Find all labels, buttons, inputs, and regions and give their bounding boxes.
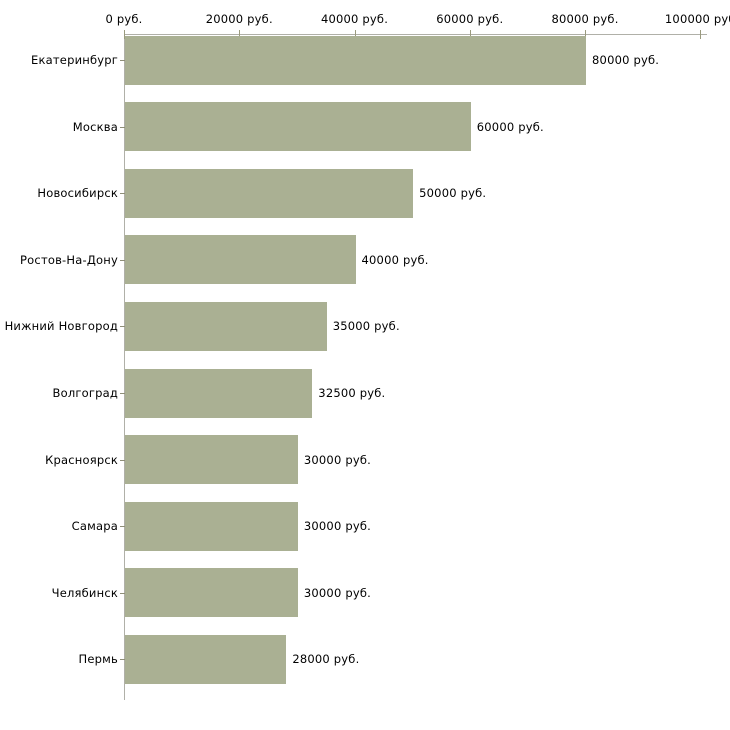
bar-value-label: 80000 руб. xyxy=(592,53,660,67)
x-axis-tick xyxy=(124,30,125,39)
category-label: Самара xyxy=(71,519,118,534)
category-label: Екатеринбург xyxy=(31,53,118,67)
x-axis-tick-label: 40000 руб. xyxy=(320,12,389,26)
bar-value-label: 40000 руб. xyxy=(361,252,429,267)
bar-value-label: 28000 руб. xyxy=(292,652,360,667)
x-axis-tick xyxy=(354,30,356,39)
category-label: Пермь xyxy=(78,652,118,667)
y-axis-tick xyxy=(120,526,125,527)
category-label: Нижний Новгород xyxy=(4,319,118,334)
bar-value-label: 30000 руб. xyxy=(303,585,371,600)
bar[interactable] xyxy=(125,235,356,285)
y-axis-tick xyxy=(120,193,125,194)
x-axis-tick xyxy=(239,30,241,39)
bar-value-label: 60000 руб. xyxy=(476,119,544,134)
x-axis-tick-label: 0 руб. xyxy=(105,12,143,26)
bar[interactable] xyxy=(125,501,298,551)
bar-value-label: 30000 руб. xyxy=(303,519,371,534)
bar-value-label: 50000 руб. xyxy=(419,186,487,201)
x-axis-tick-label: 100000 руб xyxy=(664,12,730,26)
bar-value-label: 32500 руб. xyxy=(318,386,386,400)
x-axis-tick xyxy=(585,30,587,39)
y-axis-tick xyxy=(120,393,125,394)
category-label: Челябинск xyxy=(51,585,118,600)
x-axis-tick-label: 20000 руб. xyxy=(205,12,273,26)
category-label: Ростов-На-Дону xyxy=(20,252,118,267)
x-axis-line xyxy=(124,34,707,35)
bar-value-label: 35000 руб. xyxy=(332,319,400,334)
bar-value-label: 30000 руб. xyxy=(303,452,371,467)
bar[interactable] xyxy=(125,102,471,152)
x-axis-tick xyxy=(469,30,471,39)
bar[interactable] xyxy=(125,634,287,684)
y-axis-tick xyxy=(120,60,125,61)
y-axis-tick xyxy=(120,593,125,594)
category-label: Новосибирск xyxy=(37,186,118,201)
category-label: Москва xyxy=(72,119,118,134)
bar[interactable] xyxy=(125,301,327,351)
y-axis-line xyxy=(124,34,125,700)
y-axis-tick xyxy=(120,460,125,461)
bar[interactable] xyxy=(125,35,587,85)
bar[interactable] xyxy=(125,435,298,485)
y-axis-tick xyxy=(120,127,125,128)
y-axis-tick xyxy=(120,260,125,261)
bar[interactable] xyxy=(125,368,313,418)
category-label: Волгоград xyxy=(52,386,118,400)
y-axis-tick xyxy=(120,326,125,327)
x-axis-tick-label: 80000 руб. xyxy=(551,12,619,26)
bar[interactable] xyxy=(125,568,298,618)
x-axis-tick-label: 60000 руб. xyxy=(436,12,504,26)
bar[interactable] xyxy=(125,168,414,218)
x-axis-tick xyxy=(700,30,702,39)
y-axis-tick xyxy=(120,659,125,660)
category-label: Красноярск xyxy=(45,452,118,467)
